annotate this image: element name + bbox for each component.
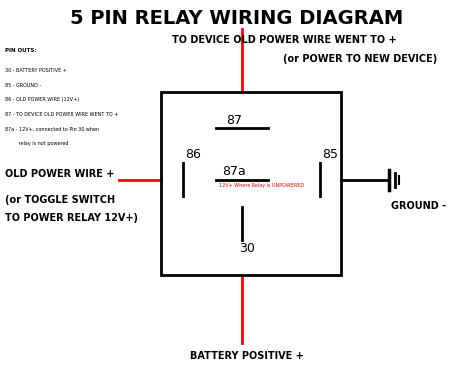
Text: 86 - OLD POWER WIRE (12V+): 86 - OLD POWER WIRE (12V+)	[5, 97, 79, 102]
Text: 87 - TO DEVICE OLD POWER WIRE WENT TO +: 87 - TO DEVICE OLD POWER WIRE WENT TO +	[5, 112, 118, 117]
Text: 87a - 12V+, connected to Pin 30 when: 87a - 12V+, connected to Pin 30 when	[5, 127, 99, 132]
Text: 87a: 87a	[222, 165, 246, 178]
Text: OLD POWER WIRE +: OLD POWER WIRE +	[5, 169, 114, 179]
Text: 5 PIN RELAY WIRING DIAGRAM: 5 PIN RELAY WIRING DIAGRAM	[70, 9, 404, 28]
Text: TO POWER RELAY 12V+): TO POWER RELAY 12V+)	[5, 213, 138, 224]
Text: 85 - GROUND -: 85 - GROUND -	[5, 83, 41, 88]
Bar	[161, 92, 341, 275]
Text: 85: 85	[322, 149, 338, 161]
Text: BATTERY POSITIVE +: BATTERY POSITIVE +	[190, 351, 303, 361]
Text: GROUND -: GROUND -	[391, 200, 446, 211]
Text: PIN OUTS:: PIN OUTS:	[5, 48, 36, 53]
Text: 87: 87	[227, 114, 242, 127]
Text: TO DEVICE OLD POWER WIRE WENT TO +: TO DEVICE OLD POWER WIRE WENT TO +	[172, 35, 397, 46]
Text: 30 - BATTERY POSITIVE +: 30 - BATTERY POSITIVE +	[5, 68, 67, 73]
Text: 86: 86	[185, 149, 201, 161]
Text: (or POWER TO NEW DEVICE): (or POWER TO NEW DEVICE)	[283, 54, 438, 64]
Text: 12V+ Where Relay is UNPOWERED: 12V+ Where Relay is UNPOWERED	[219, 183, 304, 188]
Text: relay is not powered: relay is not powered	[5, 141, 68, 146]
Text: (or TOGGLE SWITCH: (or TOGGLE SWITCH	[5, 195, 115, 205]
Text: 30: 30	[239, 242, 255, 255]
